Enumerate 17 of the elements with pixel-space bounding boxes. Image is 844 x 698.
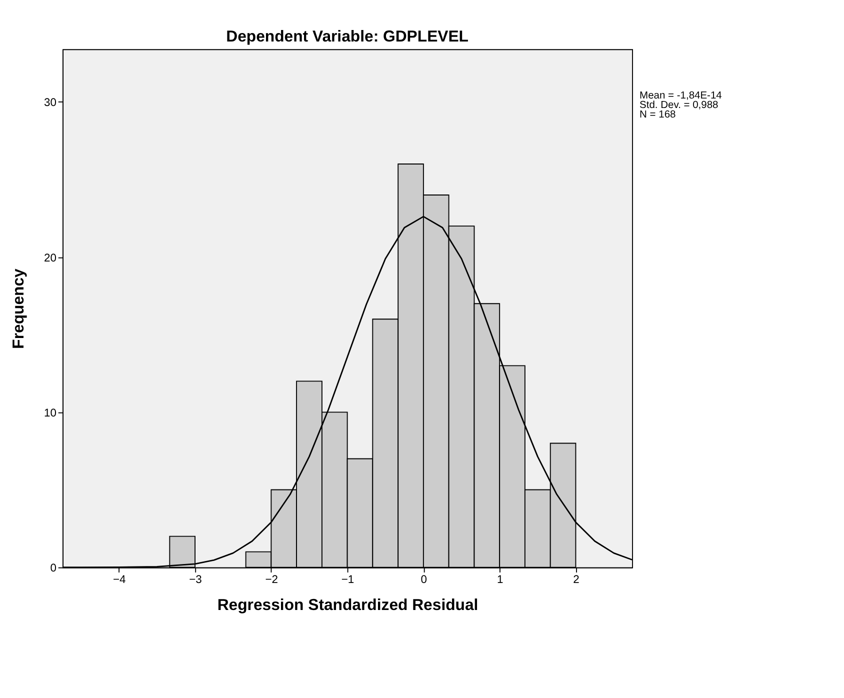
x-tick-label: −2 <box>265 574 278 586</box>
text: Std. Dev. = 0,988 <box>640 100 719 111</box>
text: Mean = -1,84E-14 <box>640 90 722 102</box>
x-axis-title: Regression Standardized Residual <box>217 596 478 614</box>
x-tick-label: −3 <box>189 574 202 586</box>
x-tick-label: −4 <box>112 574 126 586</box>
x-tick-label: 0 <box>420 574 428 586</box>
y-tick-label: 0 <box>50 562 56 575</box>
chart-title: Dependent Variable: GDPLEVEL <box>226 28 469 46</box>
x-tick-label: 2 <box>573 574 580 586</box>
x-tick-label: 1 <box>496 574 504 586</box>
y-axis-title: Frequency <box>10 268 28 349</box>
x-tick-label: −1 <box>341 574 354 586</box>
text: N = 168 <box>640 109 676 120</box>
y-tick-label: 10 <box>44 407 56 420</box>
y-tick-label: 20 <box>44 252 56 264</box>
y-tick-label: 30 <box>44 97 56 110</box>
